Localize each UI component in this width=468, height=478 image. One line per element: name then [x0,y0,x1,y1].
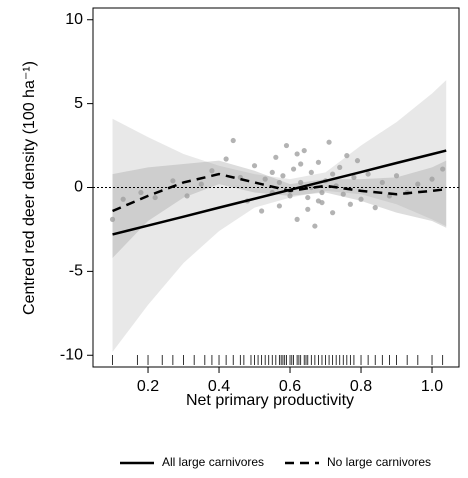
x-tick-label: 1.0 [421,378,443,395]
data-point [251,163,258,169]
data-point [365,171,371,177]
data-point [290,166,297,172]
data-point [440,166,446,172]
legend-label: All large carnivores [162,455,264,469]
x-tick-label: 0.8 [350,378,372,395]
data-point [298,179,304,186]
data-point [326,139,332,145]
data-point [308,184,314,191]
data-point [308,169,314,176]
data-point [330,210,336,216]
x-tick-label: 0.2 [137,378,159,395]
y-tick-label: 5 [74,95,83,112]
data-point [315,159,322,165]
confidence-band [112,160,447,258]
data-point [337,164,343,170]
data-point [415,181,421,187]
fit-line [112,172,447,213]
data-point [109,216,116,222]
data-point [301,147,307,154]
data-point [280,173,286,179]
data-point [429,176,435,182]
data-point [393,173,400,179]
data-point [184,193,190,199]
data-point [319,189,325,196]
data-point [209,168,215,174]
y-tick-label: 10 [65,11,83,28]
confidence-band [112,80,447,352]
data-point [312,223,318,229]
data-point [315,198,322,204]
data-point [152,194,158,201]
data-point [372,205,378,211]
data-point [283,142,290,149]
data-point [287,193,293,199]
data-point [330,171,336,177]
data-point [198,181,204,187]
y-tick-label: 0 [74,179,83,196]
data-point [294,216,300,222]
data-point [120,196,126,202]
data-point [354,158,361,164]
data-point [340,191,346,197]
data-point [358,196,364,202]
data-point [379,179,385,186]
y-axis-label: Centred red deer density (100 ha⁻¹) [21,61,38,315]
data-point [305,206,311,212]
x-tick-label: 0.6 [279,378,301,395]
data-point [305,194,311,201]
data-point [223,156,229,162]
data-point [138,189,144,196]
data-point [262,176,268,182]
x-tick-label: 0.4 [208,378,230,395]
data-point [276,179,282,186]
y-tick-label: -5 [69,263,83,280]
x-axis-label: Net primary productivity [186,392,354,409]
data-point [276,203,282,209]
data-point [273,154,279,160]
data-point [259,208,265,214]
data-point [351,174,357,181]
data-point [347,201,353,207]
data-point [298,161,304,167]
data-point [344,153,350,159]
data-point [230,137,236,144]
y-tick-label: -10 [60,346,83,363]
data-point [170,178,176,184]
data-point [294,151,300,157]
data-point [269,169,275,176]
legend-label: No large carnivores [327,455,431,469]
